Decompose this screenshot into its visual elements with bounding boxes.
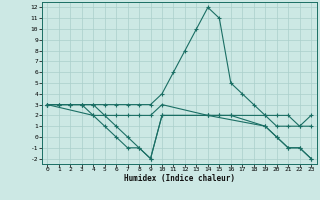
X-axis label: Humidex (Indice chaleur): Humidex (Indice chaleur) [124, 174, 235, 183]
